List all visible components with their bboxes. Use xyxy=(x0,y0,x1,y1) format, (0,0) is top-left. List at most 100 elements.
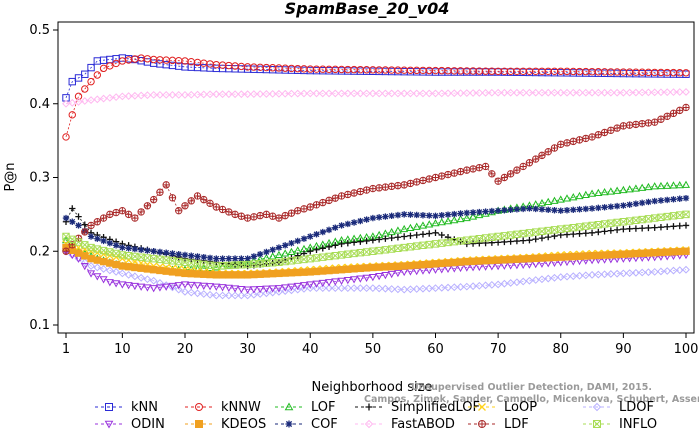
data-point xyxy=(337,192,346,200)
data-point xyxy=(287,257,296,265)
data-point xyxy=(331,251,339,260)
data-point xyxy=(450,215,459,224)
data-point xyxy=(387,182,396,190)
data-point xyxy=(626,201,633,208)
data-point xyxy=(588,205,596,212)
data-point xyxy=(513,278,521,287)
data-point xyxy=(256,251,264,258)
data-point xyxy=(645,224,652,232)
data-point xyxy=(682,222,690,229)
data-point xyxy=(68,98,77,107)
data-point xyxy=(350,239,358,246)
legend-item-lof: LOF xyxy=(275,400,336,415)
data-point xyxy=(299,282,309,290)
data-point xyxy=(431,218,440,227)
data-point xyxy=(625,250,634,258)
data-point xyxy=(212,291,221,300)
data-point xyxy=(74,249,83,257)
data-point xyxy=(613,88,622,97)
data-point xyxy=(475,210,484,219)
data-point xyxy=(62,232,70,241)
data-point xyxy=(243,271,252,279)
data-point xyxy=(99,214,108,222)
data-point xyxy=(494,239,502,246)
legend-marker xyxy=(593,420,601,428)
data-point xyxy=(463,236,471,244)
data-point xyxy=(106,248,114,256)
data-point xyxy=(682,210,690,219)
data-point xyxy=(607,219,615,227)
data-point xyxy=(650,88,659,97)
data-point xyxy=(225,255,233,262)
data-point xyxy=(426,230,433,237)
data-point xyxy=(256,211,264,220)
legend-marker xyxy=(478,420,487,428)
credit-line-1: Unsupervised Outlier Detection, DAMI, 20… xyxy=(411,382,652,393)
data-point xyxy=(124,263,133,271)
data-point xyxy=(149,196,158,204)
data-point xyxy=(99,265,108,273)
data-point xyxy=(162,90,171,99)
data-point xyxy=(337,265,346,274)
data-point xyxy=(519,237,527,244)
data-point xyxy=(582,230,589,237)
data-point xyxy=(287,209,296,217)
data-point xyxy=(106,239,114,247)
data-point xyxy=(275,214,283,222)
data-point xyxy=(650,214,659,222)
data-point xyxy=(682,194,690,202)
data-point xyxy=(601,204,608,211)
data-point xyxy=(406,89,415,98)
data-point xyxy=(293,282,302,291)
data-point xyxy=(369,263,377,272)
data-point xyxy=(663,112,671,120)
data-point xyxy=(356,264,365,273)
data-point xyxy=(550,88,559,97)
series-line xyxy=(65,57,687,99)
data-point xyxy=(638,268,647,277)
data-point xyxy=(650,249,659,257)
data-point xyxy=(431,240,440,248)
data-point xyxy=(588,270,596,279)
data-point xyxy=(225,208,233,216)
data-point xyxy=(87,262,95,270)
data-point xyxy=(344,190,352,199)
data-point xyxy=(462,282,471,291)
data-point xyxy=(456,283,465,291)
data-point xyxy=(438,172,446,180)
data-point xyxy=(312,284,321,293)
data-point xyxy=(538,234,546,242)
data-point xyxy=(294,237,301,245)
data-point xyxy=(249,90,258,98)
data-point xyxy=(413,231,420,239)
data-point xyxy=(663,212,671,221)
legend: kNN kNNW LOF SimplifiedLOF LoOP LDOF ODIN KDEOS… xyxy=(95,400,657,432)
data-point xyxy=(506,279,515,287)
data-point xyxy=(143,275,152,284)
data-point xyxy=(557,253,565,261)
series-knnw xyxy=(62,54,690,141)
data-point xyxy=(294,252,301,259)
data-point xyxy=(149,285,158,293)
data-point xyxy=(213,255,220,262)
data-point xyxy=(406,243,415,251)
axes: 1 10 20 30 40 50 60 70 80 90 100 0.1 0.2 0.3 0.4 0.5 xyxy=(29,23,698,357)
data-point xyxy=(475,164,484,172)
data-point xyxy=(275,89,283,98)
data-point xyxy=(669,181,678,189)
data-point xyxy=(356,275,365,283)
data-point xyxy=(249,290,258,299)
data-point xyxy=(393,226,402,234)
series-ldf xyxy=(62,103,690,255)
data-point xyxy=(181,251,189,259)
data-point xyxy=(62,133,70,141)
data-point xyxy=(544,148,552,156)
data-point xyxy=(332,242,339,249)
data-point xyxy=(569,223,577,232)
data-point xyxy=(556,273,565,281)
legend-label: COF xyxy=(311,417,338,432)
data-point xyxy=(112,208,120,217)
data-point xyxy=(620,225,627,233)
data-point xyxy=(412,89,421,98)
data-point xyxy=(300,205,308,213)
